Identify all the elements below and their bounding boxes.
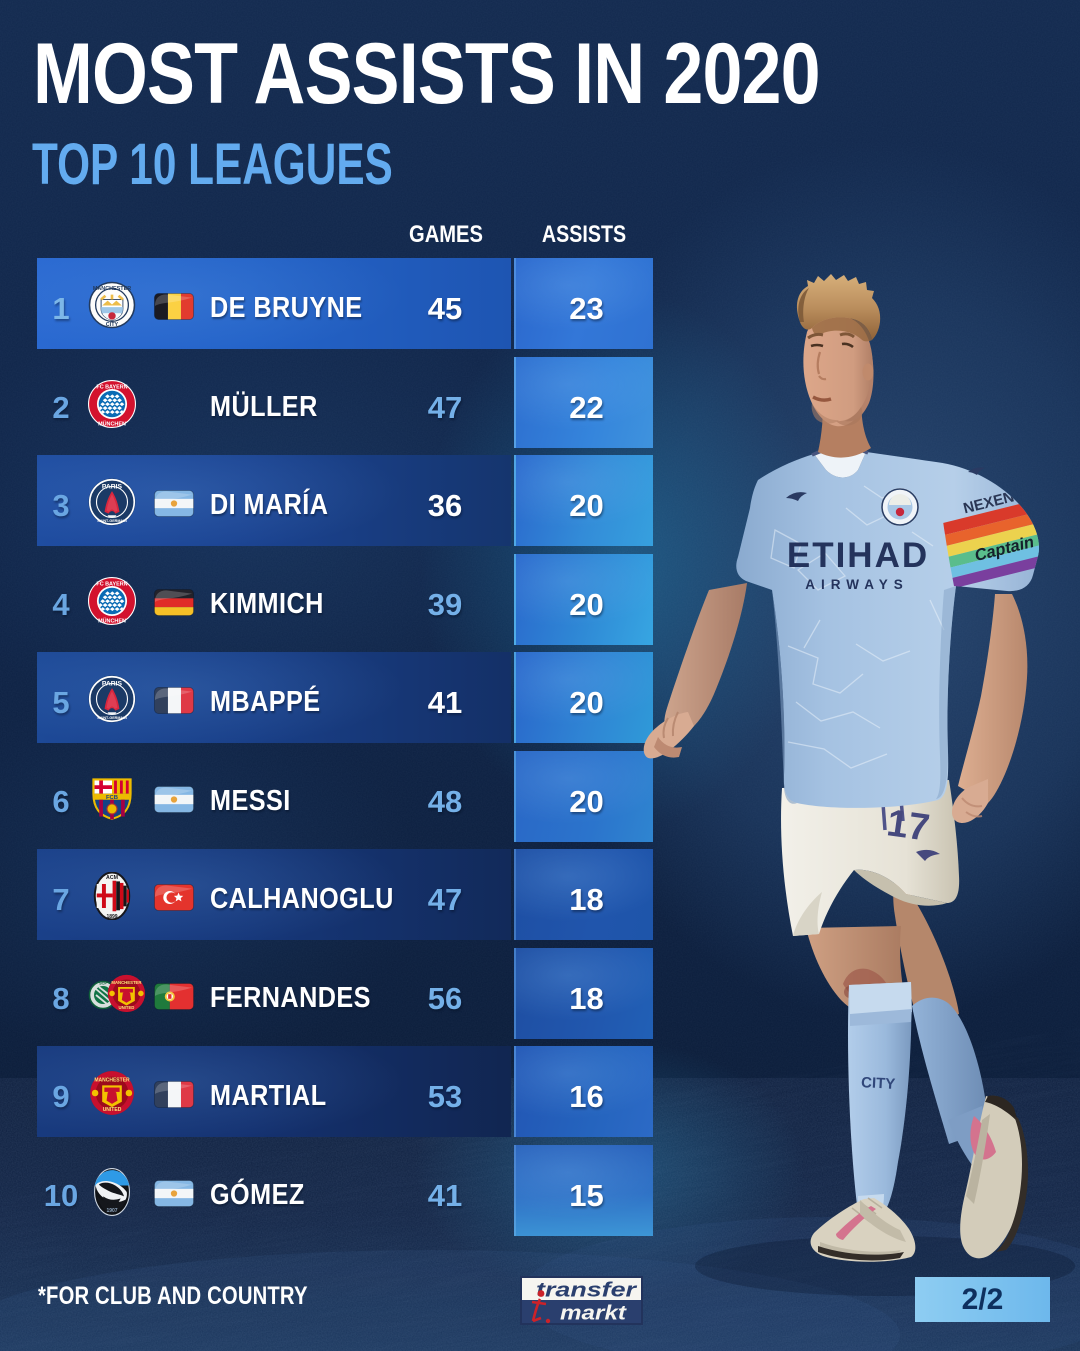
svg-text:UNITED: UNITED: [119, 1004, 135, 1009]
svg-text:CITY: CITY: [106, 322, 119, 328]
svg-text:markt: markt: [560, 1303, 628, 1325]
svg-text:FC BAYERN: FC BAYERN: [96, 384, 127, 390]
svg-text:MÜNCHEN: MÜNCHEN: [98, 420, 126, 427]
svg-text:1899: 1899: [106, 914, 117, 920]
svg-text:FC BAYERN: FC BAYERN: [96, 581, 127, 587]
svg-text:17: 17: [884, 802, 932, 849]
svg-text:ACM: ACM: [106, 875, 118, 881]
svg-text:SAINT-GERMAIN: SAINT-GERMAIN: [97, 519, 127, 523]
svg-text:MÜNCHEN: MÜNCHEN: [98, 617, 126, 624]
svg-text:PARIS: PARIS: [102, 680, 123, 687]
svg-text:UNITED: UNITED: [103, 1107, 122, 1113]
svg-text:FCB: FCB: [106, 795, 118, 801]
svg-text:transfer: transfer: [536, 1280, 638, 1302]
svg-text:MANCHESTER: MANCHESTER: [93, 286, 131, 292]
svg-text:PARIS: PARIS: [102, 483, 123, 490]
svg-text:CITY: CITY: [861, 1074, 896, 1093]
svg-text:MANCHESTER: MANCHESTER: [94, 1078, 130, 1084]
svg-text:SAINT-GERMAIN: SAINT-GERMAIN: [97, 716, 127, 720]
svg-text:MANCHESTER: MANCHESTER: [111, 979, 141, 984]
svg-text:ETIHAD: ETIHAD: [787, 536, 929, 575]
svg-text:AIRWAYS: AIRWAYS: [805, 577, 909, 592]
svg-text:1907: 1907: [106, 1208, 117, 1214]
svg-text:SCP: SCP: [99, 981, 107, 985]
